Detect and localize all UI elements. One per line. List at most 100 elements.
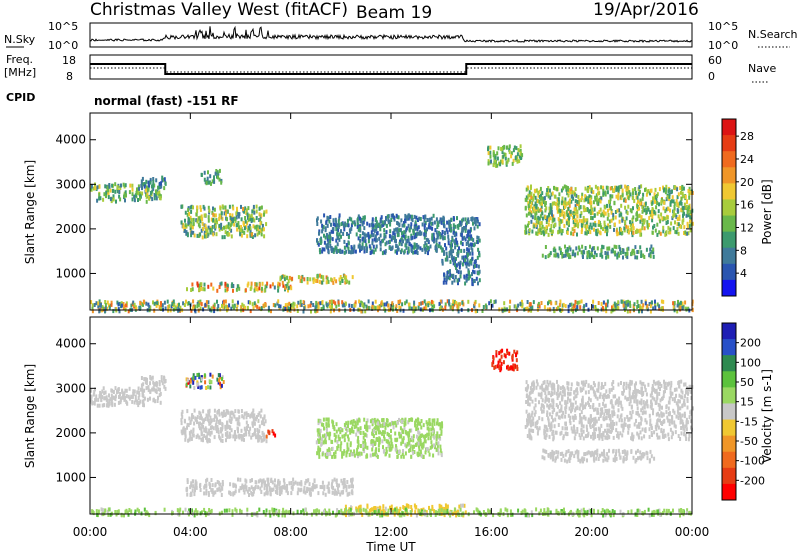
velocity-cell <box>428 432 430 436</box>
power-cell <box>574 253 576 257</box>
power-cell <box>251 218 253 222</box>
power-cell <box>307 281 309 285</box>
velocity-cell <box>387 419 389 423</box>
power-cell <box>359 234 361 238</box>
power-cell <box>595 185 597 189</box>
velocity-cell <box>197 383 199 387</box>
velocity-cell <box>279 486 281 490</box>
power-cell <box>229 205 231 209</box>
velocity-cell <box>181 421 183 425</box>
power-cell <box>518 148 520 152</box>
velocity-cell <box>389 454 391 458</box>
velocity-cell <box>323 427 325 431</box>
power-cell <box>419 246 421 250</box>
power-cell <box>256 210 258 214</box>
velocity-cell <box>409 429 411 433</box>
power-cell <box>549 189 551 193</box>
power-cell <box>231 284 233 288</box>
power-cell <box>646 210 648 214</box>
power-cell <box>474 279 476 283</box>
velocity-cell <box>192 429 194 433</box>
velocity-cell <box>541 403 543 407</box>
power-cell <box>451 238 453 242</box>
power-cell <box>580 214 582 218</box>
power-cell <box>411 215 413 219</box>
velocity-cell <box>380 424 382 428</box>
power-cell <box>214 219 216 223</box>
velocity-cell <box>249 427 251 431</box>
velocity-cell <box>305 479 307 483</box>
velocity-cell <box>319 419 321 423</box>
power-cell <box>113 197 115 201</box>
power-cell <box>165 182 167 186</box>
power-cell <box>594 208 596 212</box>
velocity-cell <box>341 428 343 432</box>
velocity-cell <box>416 424 418 428</box>
power-cell <box>436 249 438 253</box>
power-cell <box>354 220 356 224</box>
velocity-cell <box>681 431 683 435</box>
velocity-cell <box>192 433 194 437</box>
power-cell <box>398 300 400 304</box>
velocity-cell <box>436 434 438 438</box>
velocity-cell <box>328 490 330 494</box>
velocity-cell <box>248 493 250 497</box>
power-cell <box>371 241 373 245</box>
velocity-cell <box>331 455 333 459</box>
power-cell <box>651 218 653 222</box>
power-cell <box>364 232 366 236</box>
power-cell <box>604 223 606 227</box>
velocity-cell <box>381 418 383 422</box>
velocity-cell <box>426 420 428 424</box>
power-cell <box>237 284 239 288</box>
power-cell <box>354 304 356 308</box>
power-cell <box>626 248 628 252</box>
power-cell <box>327 277 329 281</box>
power-cell <box>129 184 131 188</box>
velocity-cell <box>264 492 266 496</box>
power-cell <box>197 220 199 224</box>
power-cell <box>153 309 155 313</box>
power-cell <box>405 234 407 238</box>
power-cell <box>256 305 258 309</box>
power-cell <box>129 190 131 194</box>
velocity-cell <box>234 430 236 434</box>
power-cell <box>225 205 227 209</box>
power-cell <box>186 230 188 234</box>
velocity-cell <box>221 377 223 381</box>
freq-panel-frame <box>90 55 692 79</box>
power-cell <box>548 223 550 227</box>
power-cell <box>512 162 514 166</box>
power-cell <box>612 213 614 217</box>
power-cell <box>204 283 206 287</box>
power-cell <box>182 225 184 229</box>
power-cell <box>202 235 204 239</box>
power-cell <box>386 224 388 228</box>
power-cell <box>477 271 479 275</box>
power-cell <box>639 202 641 206</box>
power-cell <box>443 281 445 285</box>
power-cell <box>615 188 617 192</box>
power-cell <box>471 248 473 252</box>
power-cell <box>456 216 458 220</box>
power-cell <box>249 214 251 218</box>
power-cell <box>642 303 644 307</box>
power-cell <box>152 180 154 184</box>
power-cell <box>222 235 224 239</box>
power-cell <box>681 197 683 201</box>
velocity-cell <box>295 481 297 485</box>
velocity-cell <box>200 488 202 492</box>
power-cell <box>559 213 561 217</box>
velocity-cell <box>311 488 313 492</box>
power-cell <box>381 215 383 219</box>
velocity-cell <box>273 488 275 492</box>
velocity-cell <box>199 483 201 487</box>
power-colorbar-tick-label: 20 <box>740 176 754 189</box>
power-colorbar-swatch <box>722 248 736 265</box>
power-cell <box>193 222 195 226</box>
velocity-cell <box>148 385 150 389</box>
velocity-cell <box>189 384 191 388</box>
power-cell <box>132 192 134 196</box>
power-cell <box>144 185 146 189</box>
velocity-cell <box>216 425 218 429</box>
